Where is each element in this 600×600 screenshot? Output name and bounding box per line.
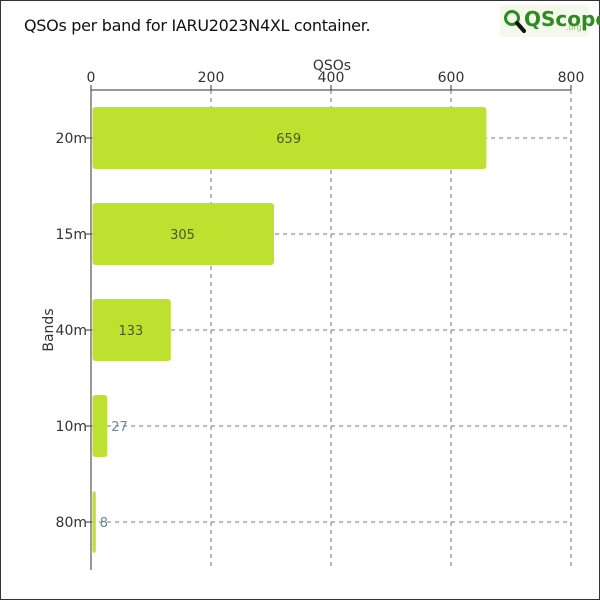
- y-axis-title: Bands: [41, 308, 57, 351]
- bar-20m: [92, 107, 487, 169]
- x-tick-label-800: 800: [558, 70, 585, 86]
- bar-value-label-40m: 133: [118, 324, 143, 339]
- chart-title: QSOs per band for IARU2023N4XL container…: [24, 16, 371, 35]
- y-tick-label-80m: 80m: [56, 515, 87, 531]
- bar-value-label-15m: 305: [170, 228, 195, 243]
- logo-text: QScope: [524, 7, 600, 31]
- bar-value-label-20m: 659: [276, 132, 301, 147]
- bar-value-label-80m: 8: [100, 516, 108, 531]
- bar-layer: 659 305 133 27 8: [92, 107, 487, 553]
- logo-suffix: .org: [566, 23, 582, 32]
- y-tick-label-15m: 15m: [56, 227, 87, 243]
- axis-layer: 0 200 400 600 800 20m 15m 40m 10m 80m QSOs Bands: [41, 58, 584, 570]
- bar-value-label-10m: 27: [111, 420, 128, 435]
- bar-10m: [92, 395, 108, 457]
- y-tick-label-10m: 10m: [56, 419, 87, 435]
- x-tick-label-0: 0: [87, 70, 96, 86]
- y-tick-label-20m: 20m: [56, 131, 87, 147]
- y-tick-label-40m: 40m: [56, 323, 87, 339]
- x-axis-title: QSOs: [313, 58, 351, 74]
- qscope-logo: QScope .org: [500, 5, 600, 37]
- bar-40m: [92, 299, 171, 361]
- magnifier-q-icon: [504, 10, 526, 33]
- bar-80m: [92, 491, 96, 553]
- bar-15m: [92, 203, 274, 265]
- x-tick-label-200: 200: [198, 70, 225, 86]
- x-tick-label-600: 600: [438, 70, 465, 86]
- x-tick-label-400: 400: [318, 70, 345, 86]
